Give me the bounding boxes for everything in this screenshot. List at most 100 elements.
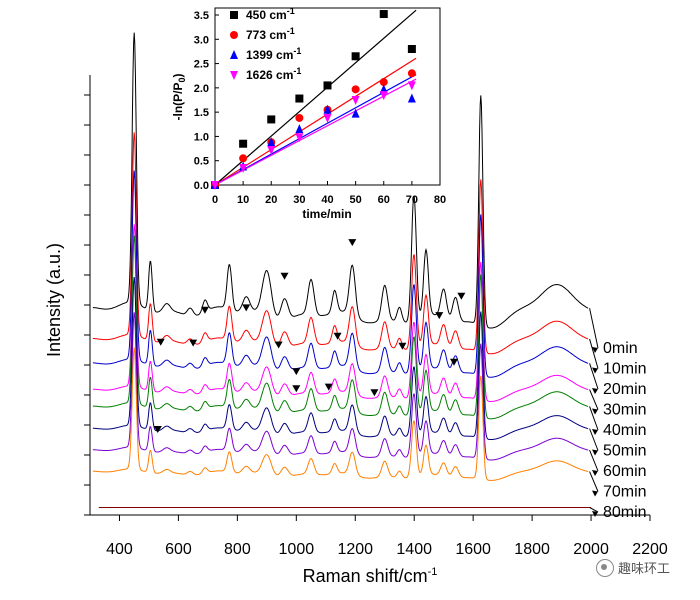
inset-y-ticks: 0.0 0.5 1.0 1.5 2.0 2.5 3.0 3.5 — [194, 10, 219, 192]
data-point — [323, 113, 332, 123]
series-label-arrowhead — [592, 449, 598, 456]
inset-y-axis-label: -ln(P/P0) — [171, 73, 187, 120]
series-label: 10min — [603, 361, 647, 378]
spectrum-line — [92, 32, 589, 329]
inset-x-tick-label: 30 — [293, 194, 305, 206]
spectra-series — [92, 32, 592, 508]
peak-marker — [435, 312, 444, 320]
peak-marker — [370, 389, 379, 397]
inset-plot: 0.0 0.5 1.0 1.5 2.0 2.5 3.0 3.5 0 10 20 30 40 50 60 70… — [171, 6, 446, 221]
spectrum-line — [92, 235, 589, 420]
peak-marker — [450, 358, 458, 366]
series-label-arrow — [589, 338, 599, 369]
spectrum-line — [92, 132, 589, 355]
main-x-tick-label: 2200 — [632, 541, 668, 558]
series-label-arrowhead — [592, 347, 598, 353]
watermark: 趣味环工 — [596, 558, 670, 577]
inset-x-tick-label: 0 — [212, 194, 218, 206]
inset-x-axis-label: time/min — [302, 207, 351, 221]
inset-y-tick-label: 1.0 — [194, 131, 209, 143]
legend-label: 1399 cm-1 — [246, 46, 301, 62]
peak-markers — [153, 239, 466, 433]
peak-marker — [189, 339, 198, 347]
series-label-arrowhead — [592, 408, 598, 415]
peak-marker — [242, 304, 251, 312]
peak-marker — [280, 272, 289, 280]
main-plot: 400 600 800 1000 1200 1400 1600 1800 2000 2200 0m… — [44, 32, 668, 586]
inset-y-tick-label: 1.5 — [194, 107, 209, 119]
peak-marker — [292, 385, 301, 393]
data-point — [323, 104, 332, 114]
data-point — [407, 93, 416, 103]
peak-marker — [457, 292, 466, 300]
main-x-axis-label: Raman shift/cm-1 — [303, 566, 438, 586]
spectrum-line — [92, 170, 589, 378]
inset-x-tick-label: 40 — [321, 194, 333, 206]
series-label: 70min — [603, 484, 647, 501]
data-point — [379, 10, 388, 19]
data-point — [295, 94, 304, 103]
series-label-arrow — [589, 449, 599, 472]
series-label-arrow — [589, 507, 599, 513]
data-point — [351, 52, 360, 61]
data-point — [379, 91, 388, 101]
inset-points — [211, 10, 416, 190]
data-point — [379, 78, 388, 87]
series-label-arrowhead — [592, 429, 598, 435]
peak-marker — [398, 342, 407, 350]
spectrum-line — [92, 312, 589, 461]
legend-label: 1626 cm-1 — [246, 66, 301, 82]
inset-y-tick-label: 0.0 — [194, 180, 209, 192]
wechat-icon — [596, 558, 614, 577]
data-point — [323, 81, 332, 90]
peak-marker — [348, 239, 357, 247]
main-y-ticks — [84, 94, 90, 516]
series-label-arrowhead — [592, 511, 598, 517]
series-label-arrowhead — [592, 367, 598, 374]
series-label-arrow — [589, 363, 599, 390]
series-label-arrow — [589, 428, 599, 451]
series-labels: 0min 10min 20min 30min 40min 50min 60min 70min 8… — [589, 308, 647, 521]
data-point — [239, 139, 248, 148]
inset-x-tick-label: 70 — [406, 194, 418, 206]
spectrum-line — [92, 277, 589, 440]
series-label-arrow — [589, 308, 599, 349]
fit-line — [214, 9, 417, 186]
data-point — [267, 137, 276, 147]
inset-y-tick-label: 3.5 — [194, 10, 209, 22]
peak-marker — [153, 425, 162, 433]
data-point — [267, 146, 276, 156]
main-x-tick-label: 2000 — [573, 541, 609, 558]
series-label-arrowhead — [592, 388, 598, 394]
peak-marker — [200, 306, 209, 314]
data-point — [295, 124, 304, 134]
series-label-arrow — [589, 406, 599, 431]
main-x-tick-label: 400 — [106, 541, 133, 558]
data-point — [407, 81, 416, 91]
spectrum-line — [92, 347, 589, 481]
data-point — [351, 85, 360, 94]
series-label: 40min — [603, 422, 647, 439]
series-label: 20min — [603, 381, 647, 398]
inset-x-tick-label: 10 — [237, 194, 249, 206]
series-label-arrow — [589, 471, 599, 492]
data-point — [351, 96, 360, 105]
data-point — [295, 113, 304, 122]
main-y-axis-label: Intensity (a.u.) — [44, 243, 64, 357]
main-x-tick-label: 1400 — [396, 541, 432, 558]
main-x-tick-label: 800 — [224, 541, 251, 558]
data-point — [407, 69, 416, 78]
inset-x-tick-label: 60 — [378, 194, 390, 206]
inset-y-tick-label: 3.0 — [194, 34, 209, 46]
data-point — [230, 11, 238, 19]
peak-marker — [274, 341, 283, 349]
data-point — [211, 181, 219, 190]
data-point — [230, 50, 238, 59]
main-x-tick-label: 600 — [165, 541, 192, 558]
inset-legend: 450 cm-1 773 cm-1 1399 cm-1 1626 cm-1 — [230, 6, 301, 82]
legend-label: 450 cm-1 — [246, 6, 295, 22]
series-label: 30min — [603, 402, 647, 419]
data-point — [267, 115, 276, 124]
